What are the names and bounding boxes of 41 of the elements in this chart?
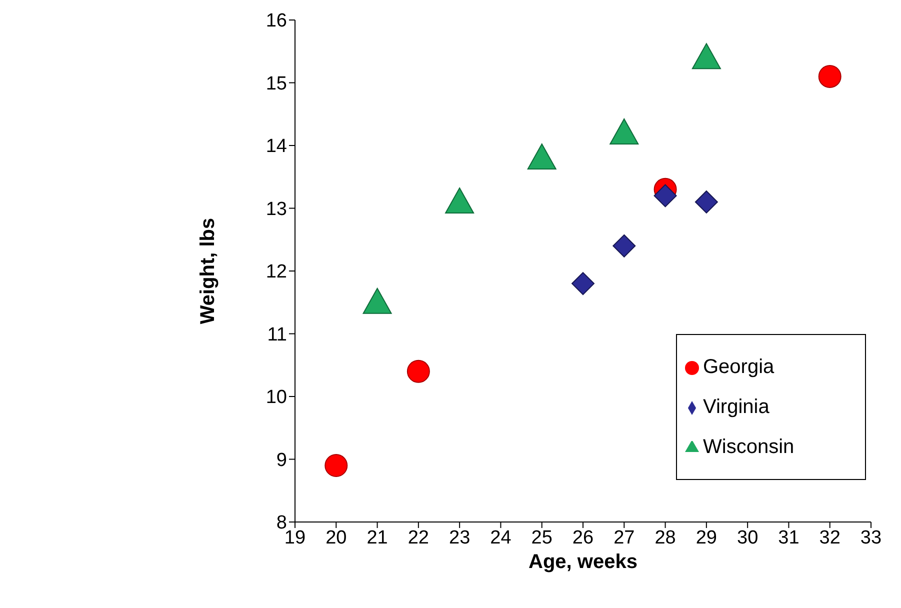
x-tick-label: 22 (408, 527, 429, 548)
y-tick-label: 15 (266, 73, 287, 94)
x-tick-label: 30 (737, 527, 758, 548)
legend-label: Wisconsin (703, 436, 794, 458)
x-tick-label: 31 (778, 527, 800, 548)
point (572, 272, 594, 296)
x-tick-label: 28 (654, 527, 676, 548)
point (612, 234, 636, 258)
x-tick-label: 19 (284, 527, 306, 548)
legend-label: Virginia (703, 396, 770, 418)
x-tick-label: 27 (614, 527, 635, 548)
x-tick-label: 25 (531, 527, 552, 548)
y-tick-label: 13 (266, 198, 287, 220)
point (362, 288, 392, 314)
x-tick-label: 24 (490, 527, 512, 548)
x-tick-label: 26 (572, 527, 594, 548)
y-tick-label: 10 (266, 387, 287, 408)
x-tick-label: 21 (366, 527, 388, 548)
x-axis-title: Age, weeks (528, 551, 638, 573)
y-tick-label: 8 (276, 512, 287, 534)
x-tick-label: 33 (860, 527, 882, 548)
point (610, 118, 639, 144)
point (324, 454, 348, 478)
y-tick-label: 12 (266, 262, 287, 283)
y-tick-label: 14 (266, 136, 288, 158)
point (692, 43, 721, 70)
x-tick-label: 23 (449, 527, 470, 548)
point (527, 144, 556, 170)
point (818, 64, 842, 88)
y-tick-label: 9 (276, 450, 287, 471)
point (445, 187, 474, 214)
legend-label: Georgia (703, 356, 774, 378)
y-axis-title: Weight, lbs (197, 218, 220, 324)
x-tick-label: 20 (326, 527, 347, 548)
point (654, 184, 677, 208)
point (406, 360, 430, 383)
x-tick-label: 29 (696, 527, 717, 548)
x-tick-label: 32 (819, 527, 840, 548)
y-tick-label: 11 (267, 324, 287, 346)
y-tick-label: 16 (266, 10, 287, 32)
point (694, 190, 718, 214)
